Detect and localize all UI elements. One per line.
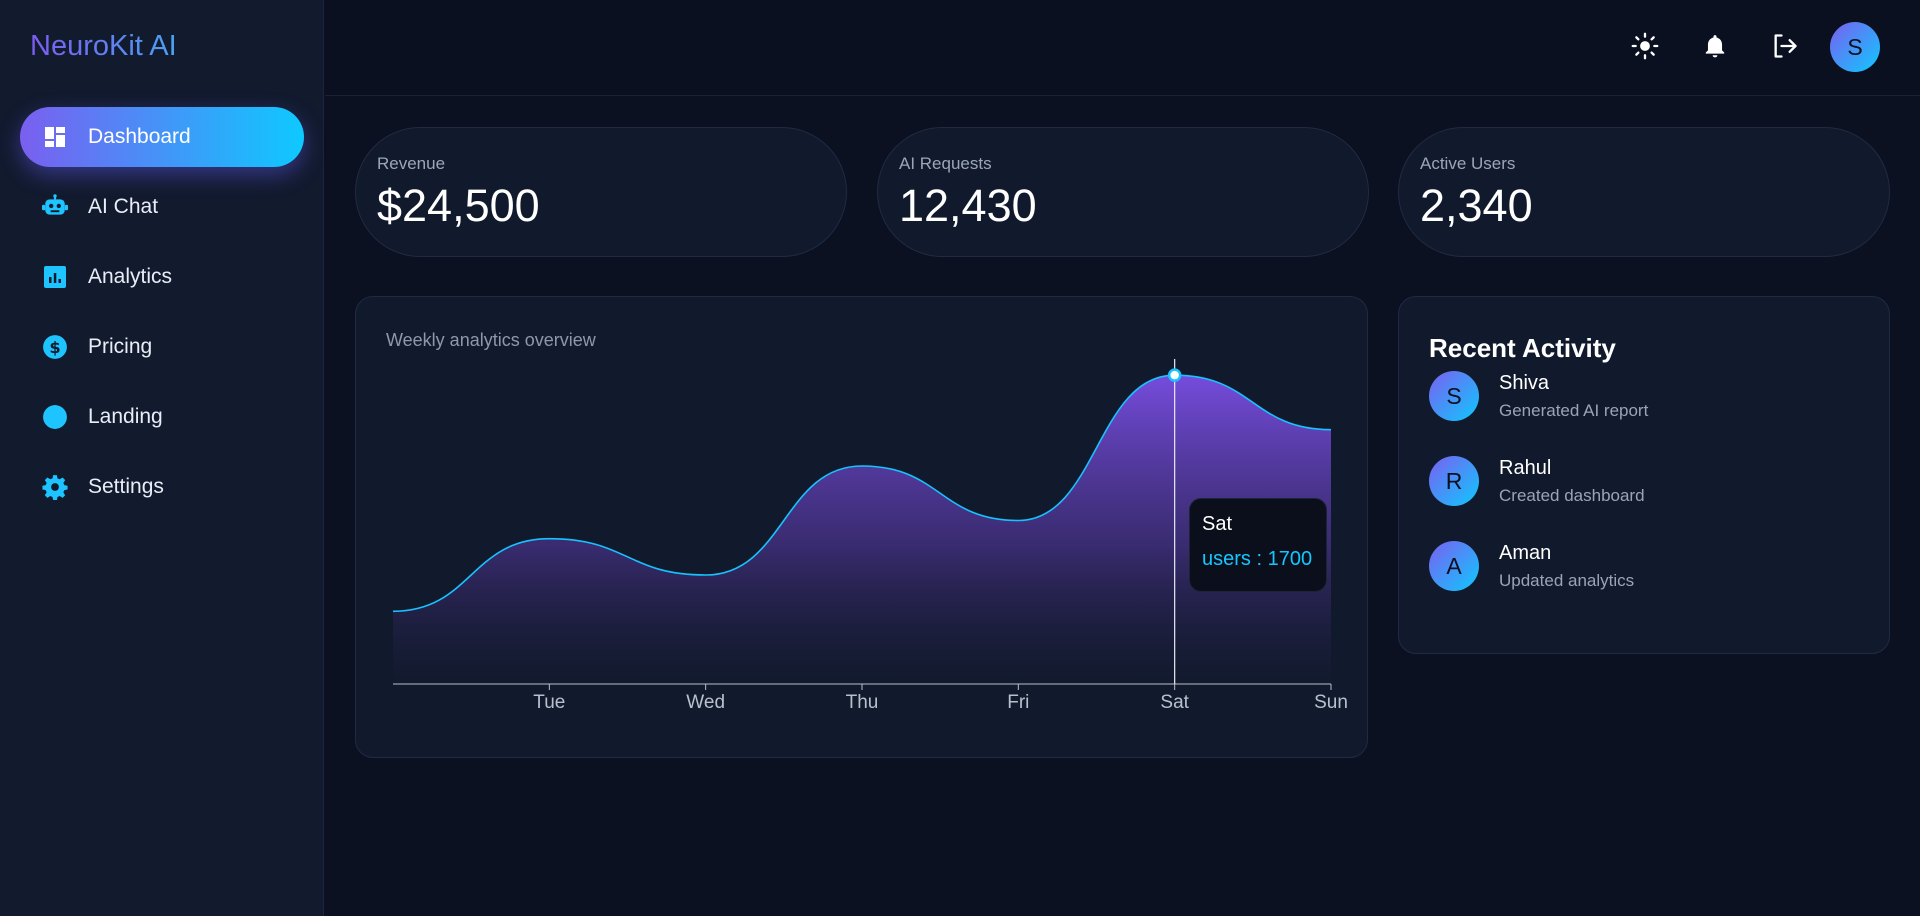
sidebar-nav: Dashboard AI Chat Analytics $ Pricing (20, 107, 304, 527)
x-tick-label: Wed (686, 692, 725, 713)
activity-name: Rahul (1499, 457, 1552, 479)
chart-card: Weekly analytics overview Tue Wed Thu Fri Sa… (355, 296, 1368, 758)
stat-value: $24,500 (377, 180, 540, 231)
sidebar-item-label: Dashboard (88, 125, 191, 148)
sidebar: NeuroKit AI Dashboard AI Chat Analytics (0, 0, 324, 916)
sidebar-item-dashboard[interactable]: Dashboard (20, 107, 304, 167)
activity-desc: Generated AI report (1499, 401, 1649, 420)
svg-text:$: $ (49, 338, 60, 357)
activity-name: Aman (1499, 542, 1552, 564)
dashboard-icon (42, 124, 68, 150)
robot-icon (42, 194, 68, 220)
stat-label: AI Requests (899, 154, 992, 173)
sidebar-item-label: Pricing (88, 335, 153, 358)
avatar[interactable]: S (1830, 22, 1880, 72)
tooltip-value: users : 1700 (1202, 548, 1313, 570)
x-tick-label: Fri (1007, 692, 1029, 713)
globe-icon (42, 404, 68, 430)
topbar: S (325, 0, 1920, 96)
stat-value: 12,430 (899, 180, 1037, 231)
brand-logo[interactable]: NeuroKit AI (30, 30, 177, 62)
sidebar-item-label: Landing (88, 405, 163, 428)
bell-icon[interactable] (1697, 28, 1733, 64)
chart-area-fill (393, 375, 1331, 684)
recent-activity-card: Recent Activity S Shiva Generated AI rep… (1398, 296, 1890, 654)
sidebar-item-landing[interactable]: Landing (20, 387, 304, 447)
sidebar-item-settings[interactable]: Settings (20, 457, 304, 517)
stat-value: 2,340 (1420, 180, 1533, 231)
stat-card-revenue: Revenue $24,500 (355, 127, 847, 257)
x-tick-label: Sun (1314, 692, 1348, 713)
chart-title: Weekly analytics overview (386, 330, 596, 350)
sidebar-item-ai-chat[interactable]: AI Chat (20, 177, 304, 237)
highlight-point (1167, 368, 1182, 382)
activity-desc: Created dashboard (1499, 486, 1645, 505)
avatar: S (1429, 371, 1479, 421)
stat-label: Active Users (1420, 154, 1516, 173)
activity-desc: Updated analytics (1499, 571, 1635, 590)
sun-icon[interactable] (1627, 28, 1663, 64)
stat-card-active-users: Active Users 2,340 (1398, 127, 1890, 257)
tooltip-day: Sat (1202, 513, 1233, 535)
sidebar-item-analytics[interactable]: Analytics (20, 247, 304, 307)
avatar: R (1429, 456, 1479, 506)
x-tick-label: Thu (846, 692, 879, 713)
avatar: A (1429, 541, 1479, 591)
activity-item: R Rahul Created dashboard (1429, 456, 1859, 516)
sidebar-item-label: AI Chat (88, 195, 159, 218)
activity-title: Recent Activity (1429, 333, 1616, 363)
x-tick-label: Sat (1160, 692, 1189, 713)
activity-name: Shiva (1499, 372, 1550, 394)
stat-card-ai-requests: AI Requests 12,430 (877, 127, 1369, 257)
logout-icon[interactable] (1767, 28, 1803, 64)
sidebar-item-label: Analytics (88, 265, 173, 288)
stat-label: Revenue (377, 154, 446, 173)
gear-icon (42, 474, 68, 500)
activity-item: A Aman Updated analytics (1429, 541, 1859, 601)
sidebar-item-label: Settings (88, 475, 164, 498)
sidebar-item-pricing[interactable]: $ Pricing (20, 317, 304, 377)
activity-item: S Shiva Generated AI report (1429, 371, 1859, 431)
chart-tooltip: Sat users : 1700 (1189, 498, 1327, 592)
x-tick-label: Tue (533, 692, 565, 713)
dollar-icon: $ (42, 334, 68, 360)
area-chart[interactable]: Tue Wed Thu Fri Sat Sun (356, 297, 1369, 759)
analytics-icon (42, 264, 68, 290)
